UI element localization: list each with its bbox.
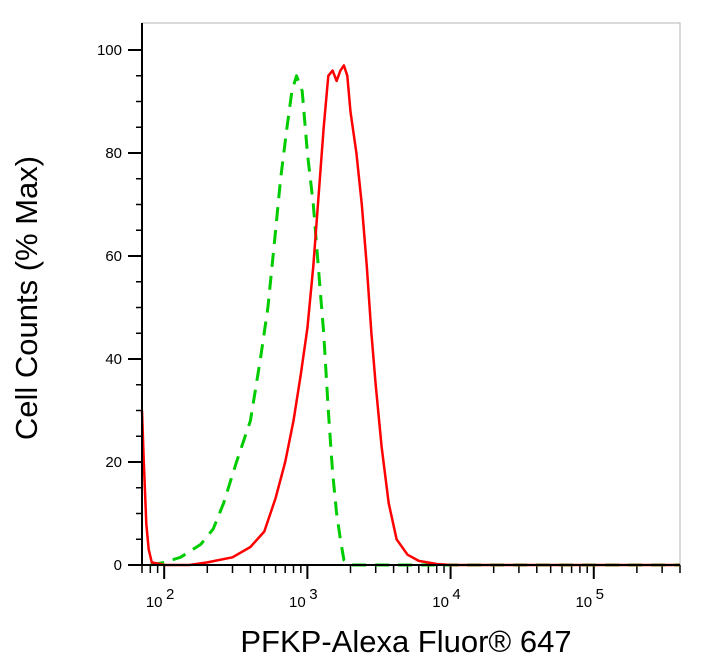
y-tick-label: 80 — [105, 145, 122, 162]
x-axis: 10 2 10 3 10 4 10 5 — [141, 565, 681, 611]
plot-frame — [141, 22, 681, 566]
y-tick-label: 60 — [105, 248, 122, 265]
y-tick-label: 40 — [105, 351, 122, 368]
y-tick-label: 100 — [97, 42, 122, 59]
x-tick-exponent: 5 — [596, 586, 604, 603]
x-tick-label: 10 — [575, 594, 592, 611]
x-tick-exponent: 3 — [309, 586, 317, 603]
series-layer — [140, 64, 680, 567]
x-tick-label: 10 — [432, 594, 449, 611]
y-axis: 0 20 40 60 80 100 — [97, 42, 142, 574]
y-axis-title: Cell Counts (% Max) — [9, 156, 44, 440]
x-tick-label: 10 — [289, 594, 306, 611]
x-axis-title: PFKP-Alexa Fluor® 647 — [240, 624, 571, 659]
sample-histogram-line — [140, 64, 680, 567]
y-tick-label: 20 — [105, 454, 122, 471]
y-tick-label: 0 — [114, 557, 122, 574]
x-tick-exponent: 4 — [452, 586, 460, 603]
x-tick-label: 10 — [146, 594, 163, 611]
control-histogram-line — [150, 74, 680, 567]
x-tick-exponent: 2 — [166, 586, 174, 603]
